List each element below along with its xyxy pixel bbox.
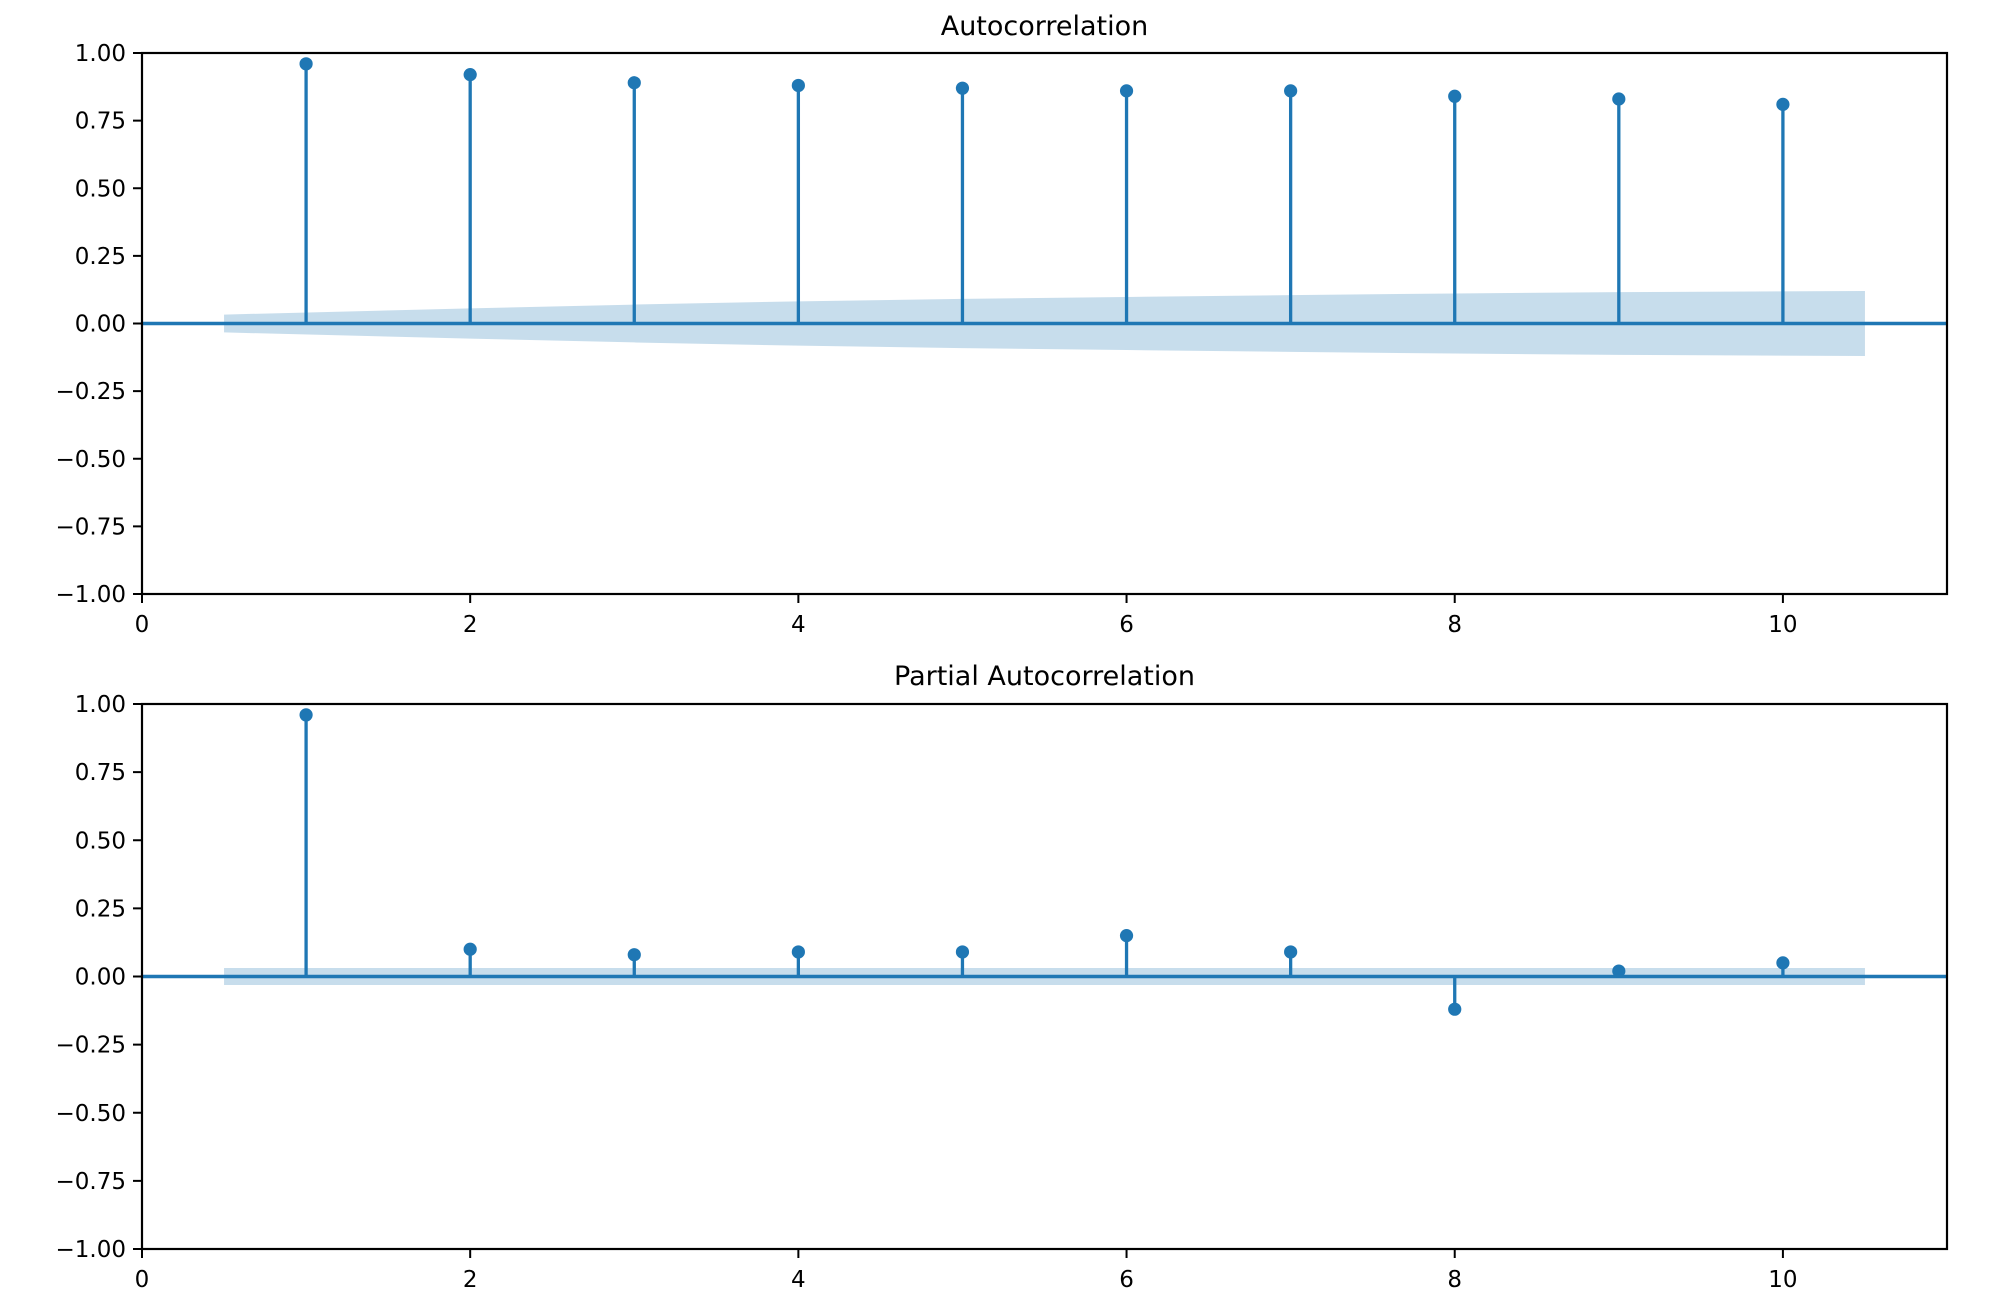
marker-lag-10 (1776, 956, 1790, 970)
x-tick-label: 2 (463, 612, 478, 638)
y-tick-label: 1.00 (75, 41, 126, 67)
pacf-plot-title: Partial Autocorrelation (894, 661, 1195, 692)
marker-lag-4 (791, 78, 805, 93)
marker-lag-7 (1284, 84, 1298, 98)
marker-lag-2 (463, 68, 477, 82)
y-tick-label: −0.25 (56, 379, 126, 405)
y-tick-label: 0.25 (75, 244, 126, 270)
marker-lag-1 (299, 708, 313, 722)
marker-lag-8 (1448, 1002, 1462, 1016)
y-tick-label: −1.00 (56, 1237, 126, 1263)
marker-lag-6 (1119, 84, 1134, 98)
marker-lag-10 (1776, 97, 1790, 111)
marker-lag-3 (627, 76, 641, 90)
y-tick-label: 0.25 (75, 896, 126, 922)
y-tick-label: 0.75 (75, 109, 126, 135)
marker-lag-3 (627, 948, 641, 962)
x-tick-label: 6 (1119, 1267, 1134, 1293)
marker-lag-9 (1612, 964, 1626, 978)
y-tick-label: 1.00 (75, 692, 126, 718)
marker-lag-8 (1448, 89, 1462, 103)
x-tick-label: 8 (1447, 612, 1462, 638)
y-tick-label: 0.00 (75, 965, 126, 991)
x-tick-label: 8 (1447, 1267, 1462, 1293)
marker-lag-9 (1612, 92, 1626, 106)
acf-plot-title: Autocorrelation (940, 11, 1149, 42)
marker-lag-2 (463, 942, 477, 956)
y-tick-label: 0.50 (75, 828, 126, 854)
y-tick-label: 0.75 (75, 760, 126, 786)
marker-lag-1 (299, 57, 313, 71)
y-tick-label: −0.50 (56, 1101, 126, 1127)
marker-lag-7 (1284, 945, 1298, 959)
y-tick-label: 0.00 (75, 312, 126, 338)
marker-lag-5 (955, 81, 970, 95)
marker-lag-6 (1119, 929, 1134, 943)
x-tick-label: 6 (1119, 612, 1134, 638)
y-tick-label: 0.50 (75, 176, 126, 202)
y-tick-label: −0.50 (56, 447, 126, 473)
y-tick-label: −1.00 (56, 582, 126, 608)
marker-lag-5 (955, 945, 970, 959)
y-tick-label: −0.75 (56, 1169, 126, 1195)
x-tick-label: 4 (791, 612, 806, 638)
x-tick-label: 10 (1768, 1267, 1797, 1293)
x-tick-label: 4 (791, 1267, 806, 1293)
y-tick-label: −0.75 (56, 514, 126, 540)
x-tick-label: 0 (135, 612, 150, 638)
x-tick-label: 10 (1768, 612, 1797, 638)
x-tick-label: 0 (135, 1267, 150, 1293)
marker-lag-4 (791, 945, 805, 959)
y-tick-label: −0.25 (56, 1033, 126, 1059)
x-tick-label: 2 (463, 1267, 478, 1293)
